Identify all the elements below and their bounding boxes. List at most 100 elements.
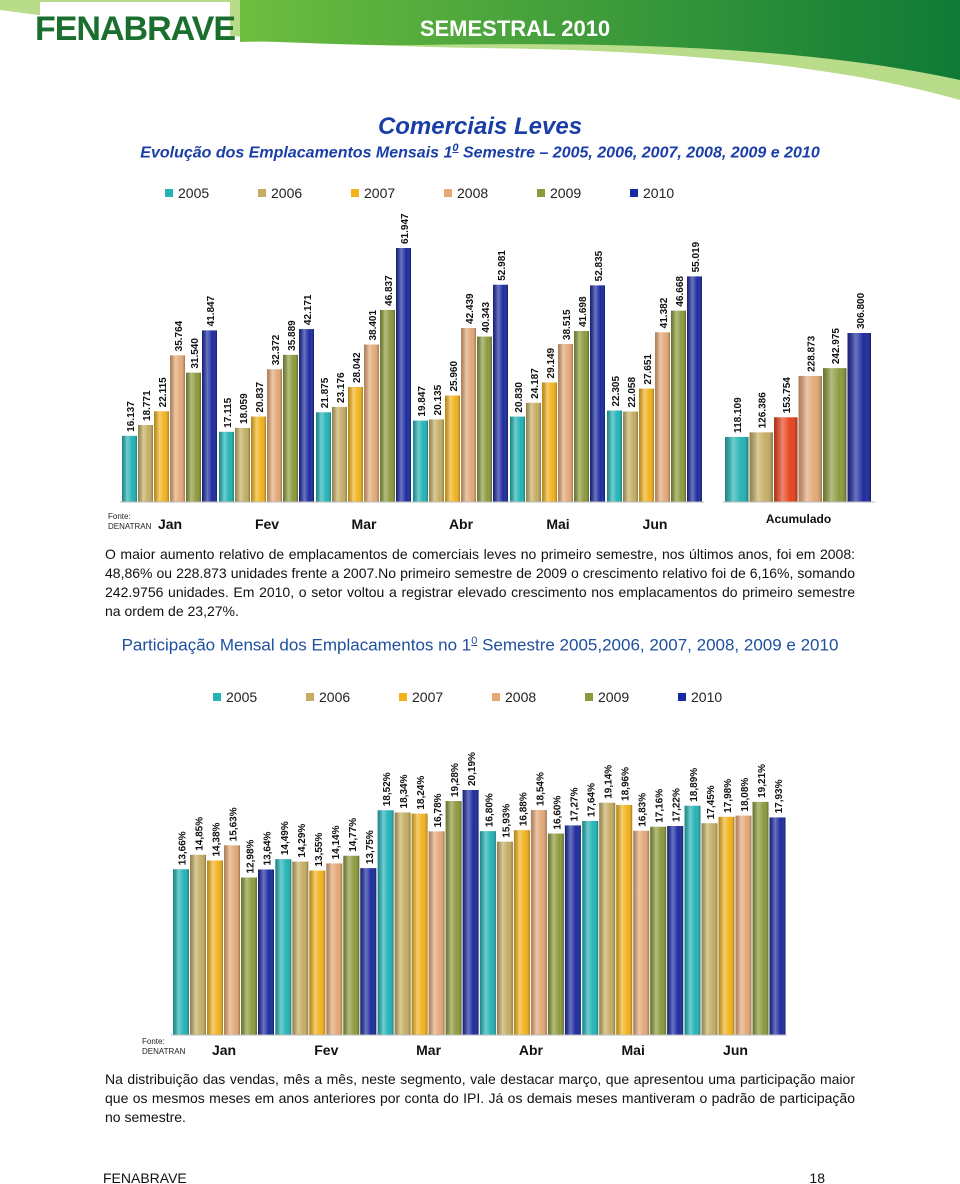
subtitle-sup: 0 [452,142,459,154]
legend-marker [351,189,359,197]
bar-shading [616,804,633,1035]
bar-shading [510,416,525,502]
category-label: Fev [255,516,279,532]
category-label: Mar [416,1042,441,1058]
bar-shading [267,369,282,502]
bar-shading [725,436,749,502]
bar-shading [607,410,622,502]
value-label: 22.058 [627,377,638,408]
bar-shading [292,861,309,1035]
bar-shading [667,826,684,1035]
value-label: 46.668 [675,276,686,307]
value-label: 41.698 [578,296,589,327]
bar-shading [496,841,513,1035]
bar-shading [461,327,476,502]
value-label: 13,75% [365,830,376,864]
value-label: 126.386 [758,392,769,429]
value-label: 13,64% [263,831,274,865]
value-label: 118.109 [733,397,744,433]
value-label: 17,98% [723,779,734,813]
value-label: 17,64% [587,783,598,817]
bar-shading [623,411,638,502]
legend-marker [585,693,593,701]
bar-shading [479,831,496,1035]
legend-label: 2009 [598,689,629,705]
bar-shading [396,248,411,502]
value-label: 242.975 [831,328,842,365]
source: Fonte: DENATRAN [142,1037,186,1056]
bar-shading [122,435,137,502]
legend-marker [399,693,407,701]
value-label: 42.171 [303,294,314,325]
bar-shading [173,869,189,1035]
category-label: Fev [314,1042,338,1058]
value-label: 16,88% [518,792,529,826]
legend-marker [258,189,266,197]
bar-shading [445,395,460,502]
value-label: 228.873 [807,335,818,372]
bar-shading [343,855,360,1035]
bar-shading [224,845,240,1035]
value-label: 52.835 [594,250,605,281]
bar-shading [633,830,650,1035]
category-label: Jun [643,516,668,532]
value-label: 13,66% [178,831,189,865]
bar-shading [138,425,153,502]
value-label: 17,45% [706,785,717,819]
value-label: 16,83% [638,793,649,827]
bar-shading [413,420,428,502]
bar-shading [377,810,394,1035]
legend-marker [492,693,500,701]
value-label: 153.754 [782,377,793,414]
value-label: 19,28% [450,763,461,797]
value-label: 24.187 [530,368,541,399]
legend-marker [537,189,545,197]
bar-shading [847,333,871,502]
value-label: 20,19% [467,752,478,786]
category-label: Abr [519,1042,544,1058]
value-label: 18,52% [382,772,393,806]
bar-shading [411,813,428,1035]
value-label: 32.372 [271,334,282,365]
bar-shading [599,802,616,1035]
bar-shading [526,402,541,502]
bar-shading [493,284,508,502]
legend-marker [306,693,314,701]
bar-shading [582,820,599,1035]
category-label: Mai [622,1042,645,1058]
paragraph: O maior aumento relativo de emplacamento… [105,546,855,619]
bar-shading [364,344,379,502]
bar-shading [752,801,769,1035]
bar-shading [202,330,217,502]
legend-label: 2008 [505,689,536,705]
value-label: 40.343 [481,302,492,333]
bar-shading [798,375,822,502]
bar-shading [564,825,581,1035]
value-label: 14,77% [348,818,359,852]
value-label: 19,14% [604,765,615,799]
value-label: 23.176 [336,372,347,403]
section-title-text: Semestre 2005,2006, 2007, 2008, 2009 e 2… [477,635,839,655]
bar-shading [258,869,274,1035]
category-label: Mai [546,516,569,532]
bar-shading [462,790,479,1035]
value-label: 13,55% [314,833,325,867]
value-label: 18.771 [142,390,153,421]
bar-shading [718,816,735,1035]
value-label: 16,60% [552,796,563,830]
value-label: 18,96% [621,767,632,801]
category-label: Abr [449,516,474,532]
legend-label: 2010 [643,185,674,201]
value-label: 14,14% [331,825,342,859]
bar-shading [823,368,847,502]
value-label: 38.401 [368,310,379,341]
value-label: 17,27% [569,787,580,821]
bar-shading [299,329,314,502]
logo: FENABRAVE [35,10,235,48]
subtitle: Evolução dos Emplacamentos Mensais 10 Se… [0,142,960,162]
bar-shading [701,823,718,1035]
value-label: 21.875 [320,377,331,408]
bar-shading [774,417,798,502]
legend-label: 2008 [457,185,488,201]
value-label: 22.305 [611,376,622,407]
